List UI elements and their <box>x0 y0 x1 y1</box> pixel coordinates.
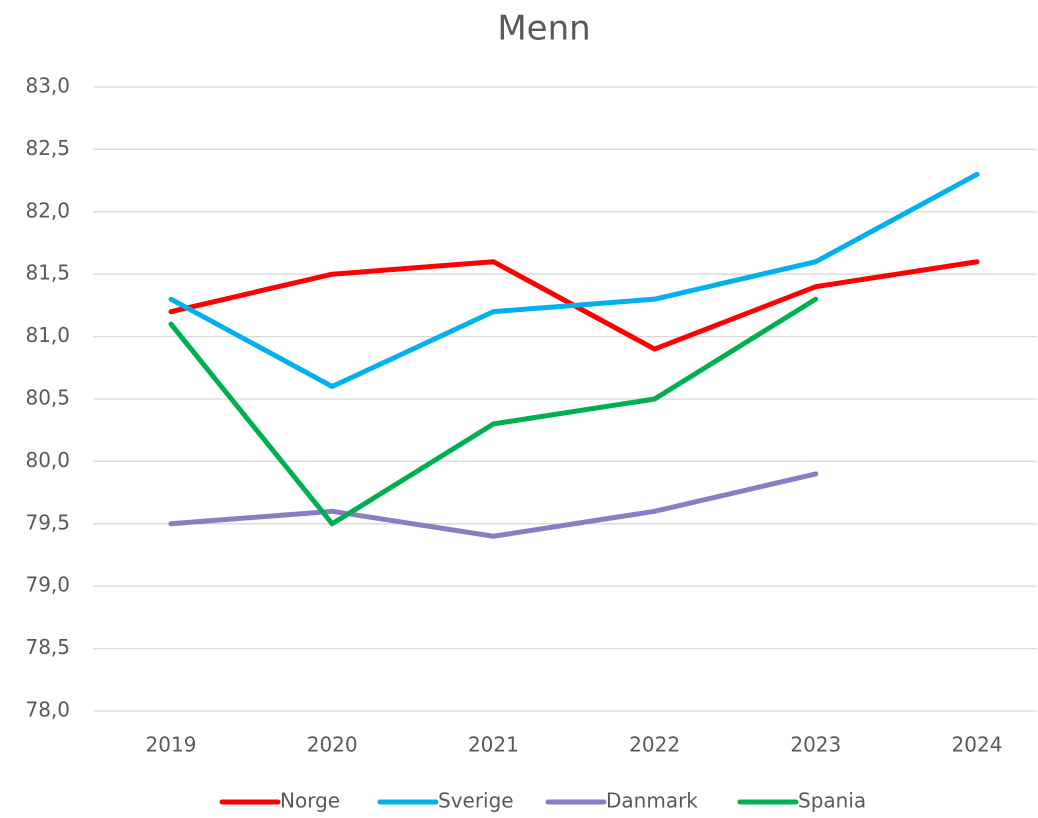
y-tick-label: 81,0 <box>25 323 70 347</box>
chart-title: Menn <box>497 9 590 49</box>
y-tick-label: 81,5 <box>25 261 70 285</box>
legend-label: Sverige <box>438 789 514 813</box>
x-tick-label: 2024 <box>952 733 1003 757</box>
y-tick-label: 79,5 <box>25 510 70 534</box>
series-line <box>168 471 819 539</box>
y-tick-label: 80,5 <box>25 386 70 410</box>
x-tick-label: 2023 <box>790 733 841 757</box>
x-tick-label: 2021 <box>468 733 519 757</box>
legend-label: Norge <box>280 789 340 813</box>
legend-label: Danmark <box>606 789 698 813</box>
series-line <box>168 171 980 390</box>
series-line <box>168 296 819 527</box>
y-tick-label: 82,5 <box>25 136 70 160</box>
y-tick-label: 82,0 <box>25 198 70 222</box>
x-tick-label: 2019 <box>146 733 197 757</box>
y-tick-label: 83,0 <box>25 74 70 98</box>
y-tick-label: 78,5 <box>25 635 70 659</box>
x-tick-label: 2020 <box>307 733 358 757</box>
legend-label: Spania <box>798 789 866 813</box>
y-tick-label: 80,0 <box>25 448 70 472</box>
y-tick-label: 79,0 <box>25 573 70 597</box>
x-tick-label: 2022 <box>629 733 680 757</box>
y-tick-label: 78,0 <box>25 698 70 722</box>
